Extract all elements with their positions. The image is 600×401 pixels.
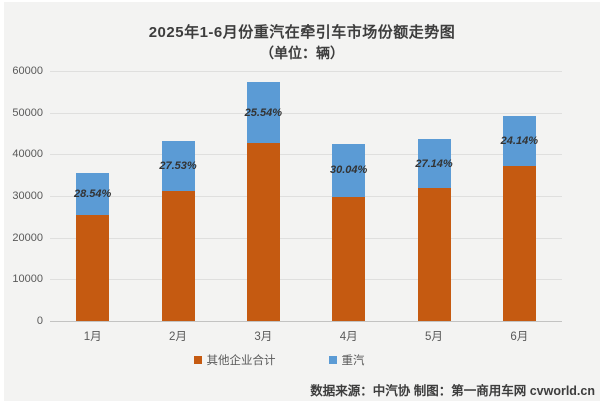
bar-segment-other [161, 190, 195, 321]
bar-segment-other [246, 143, 280, 321]
share-label: 25.54% [244, 106, 282, 119]
share-label: 27.53% [159, 160, 197, 173]
y-tick-label: 50000 [12, 106, 43, 119]
gridline [50, 112, 562, 114]
chart-subtitle: （单位：辆） [260, 45, 344, 61]
legend-label-other: 其他企业合计 [206, 355, 276, 367]
bar-segment-other [417, 188, 451, 321]
bar-group: 27.14% [415, 138, 453, 321]
bar-segment-sinotruk [332, 143, 366, 197]
gridline [50, 237, 562, 239]
legend: 其他企业合计 重汽 [0, 352, 579, 368]
bar-group: 25.54% [244, 82, 282, 321]
bar-group: 27.53% [159, 141, 197, 321]
x-tick-label: 2月 [169, 331, 187, 343]
share-label: 30.04% [330, 164, 368, 177]
bar-segment-sinotruk [246, 82, 280, 144]
y-tick-label: 30000 [12, 190, 43, 202]
bar-segment-other [332, 196, 366, 321]
x-tick-label: 3月 [254, 331, 273, 343]
legend-label-sinotruk: 重汽 [341, 355, 365, 367]
share-label: 28.54% [74, 188, 112, 201]
legend-swatch-other-icon [193, 356, 202, 364]
y-tick-label: 60000 [12, 65, 43, 77]
x-tick-label: 1月 [83, 331, 102, 343]
source-note: 数据来源：中汽协 制图：第一商用车网 cvworld.cn [310, 384, 595, 398]
x-tick-label: 5月 [425, 331, 443, 343]
bar-segment-sinotruk [417, 138, 451, 189]
gridline [50, 279, 562, 281]
x-tick-label: 4月 [339, 331, 358, 343]
y-tick-label: 0 [36, 315, 43, 327]
gridline [50, 71, 562, 72]
bar-group: 30.04% [330, 143, 368, 321]
legend-item-sinotruk: 重汽 [328, 352, 365, 368]
plot-area: 0 10000 20000 30000 40000 50000 60000 28.54% 1月 2… [12, 65, 562, 343]
legend-item-other: 其他企业合计 [193, 352, 276, 368]
x-tick-label: 6月 [510, 331, 529, 343]
x-axis-line [50, 321, 562, 322]
chart-title: 2025年1-6月份重汽在牵引车市场份额走势图 [148, 24, 456, 41]
gridline [50, 154, 562, 156]
y-tick-label: 40000 [12, 148, 43, 161]
bar-segment-other [76, 215, 110, 321]
bar-group: 28.54% [74, 173, 112, 321]
bar-segment-sinotruk [161, 141, 195, 191]
share-label: 27.14% [415, 157, 453, 170]
bar-group: 24.14% [500, 116, 538, 321]
gridline [50, 196, 562, 197]
y-tick-label: 10000 [12, 273, 43, 286]
y-tick-label: 20000 [12, 231, 43, 244]
legend-swatch-sinotruk-icon [328, 356, 337, 364]
share-label: 24.14% [500, 135, 538, 148]
bar-segment-other [502, 165, 536, 321]
bar-segment-sinotruk [76, 173, 110, 216]
bar-segment-sinotruk [502, 116, 536, 166]
